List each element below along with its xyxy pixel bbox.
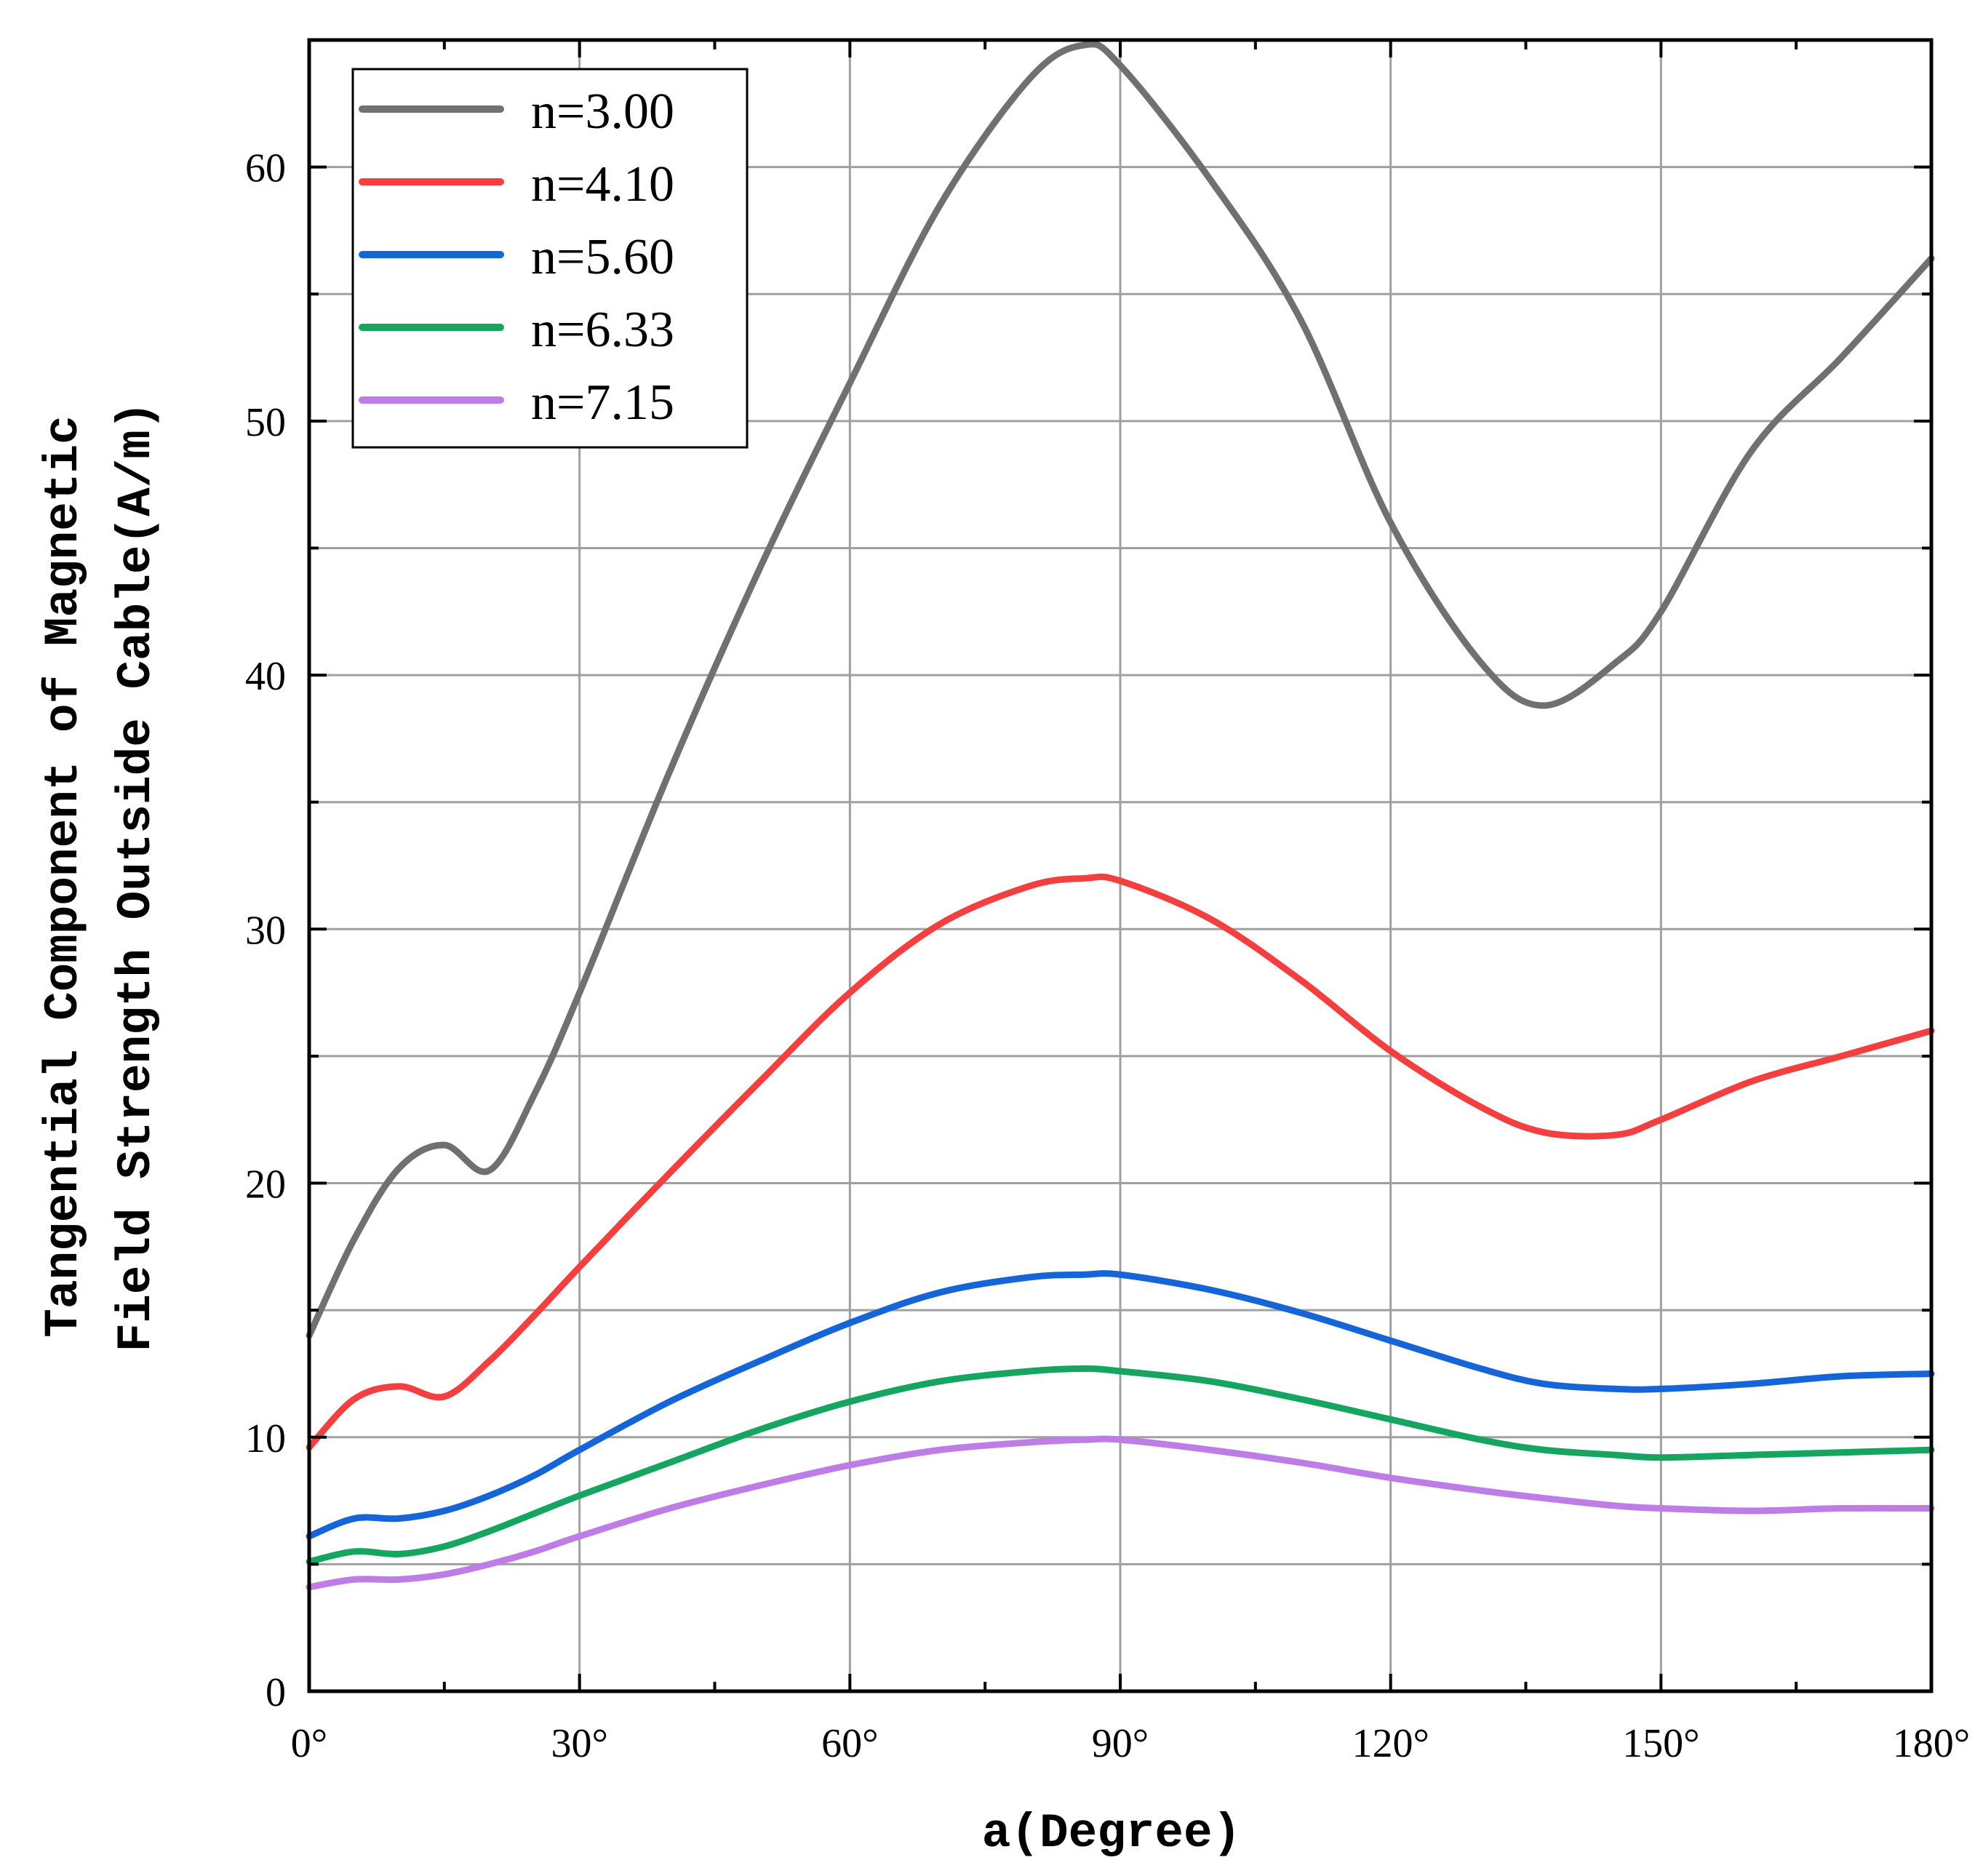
legend-label-n-6-33: n=6.33 xyxy=(531,302,674,358)
x-axis-tick-labels: 0° 30° 60° 90° 120° 150° 180° xyxy=(291,1721,1970,1766)
y-tick-label: 60 xyxy=(245,146,286,191)
legend: n=3.00 n=4.10 n=5.60 n=6.33 n=7.15 xyxy=(351,68,749,449)
axis-ticks xyxy=(308,39,1933,1693)
y-tick-label: 40 xyxy=(245,654,286,699)
y-tick-label: 10 xyxy=(245,1416,286,1461)
series-line-n-5-60 xyxy=(306,1270,1935,1540)
legend-label-n-5-60: n=5.60 xyxy=(531,229,674,285)
y-tick-label: 20 xyxy=(245,1162,286,1208)
y-tick-label: 30 xyxy=(245,908,286,953)
x-tick-label: 150° xyxy=(1622,1721,1699,1766)
legend-label-n-3-00: n=3.00 xyxy=(531,84,674,140)
legend-label-n-7-15: n=7.15 xyxy=(531,375,674,431)
legend-label-n-4-10: n=4.10 xyxy=(531,156,674,212)
grid xyxy=(309,40,1931,1691)
y-tick-label: 50 xyxy=(245,400,286,445)
series-line-n-7-15 xyxy=(306,1435,1935,1591)
y-tick-label: 0 xyxy=(266,1670,286,1715)
x-tick-label: 60° xyxy=(821,1721,878,1766)
series-line-n-4-10 xyxy=(306,873,1935,1451)
x-tick-label: 90° xyxy=(1092,1721,1149,1766)
x-axis-title: a(Degree) xyxy=(982,1806,1241,1861)
series-line-n-3-00 xyxy=(306,41,1935,1339)
series-layer xyxy=(306,41,1935,1591)
y-axis-title-line1: Tangential Component of Magnetic xyxy=(36,415,91,1337)
x-tick-label: 180° xyxy=(1893,1721,1970,1766)
x-tick-label: 30° xyxy=(551,1721,607,1766)
y-axis-title: Tangential Component of Magnetic Field S… xyxy=(36,401,164,1352)
series-line-n-6-33 xyxy=(306,1365,1935,1565)
y-axis-tick-labels: 0 10 20 30 40 50 60 xyxy=(245,146,286,1715)
x-tick-label: 120° xyxy=(1352,1721,1429,1766)
y-axis-title-line2: Field Strength Outside Cable(A/m) xyxy=(109,401,164,1352)
x-tick-label: 0° xyxy=(291,1721,327,1766)
